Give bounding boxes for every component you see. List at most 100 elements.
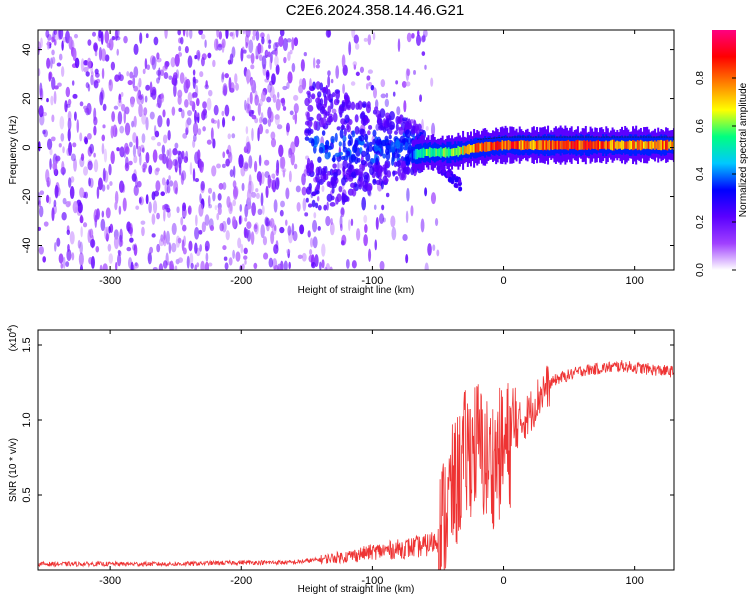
spectrogram-cell xyxy=(293,163,298,170)
spectrogram-cell xyxy=(195,84,199,99)
spectrogram-cell xyxy=(192,122,199,136)
spectrogram-cell xyxy=(180,217,184,226)
spectrogram-cell xyxy=(171,222,177,235)
spectrogram-cell xyxy=(527,136,530,138)
spectrogram-cell xyxy=(654,140,656,150)
spectrogram-cell xyxy=(463,145,466,155)
spectrogram-cell xyxy=(266,96,272,103)
spectrogram-cell xyxy=(384,98,389,108)
spectrogram-cell xyxy=(232,186,238,200)
spectrogram-cell xyxy=(163,208,166,222)
spectrogram-cell xyxy=(384,178,389,183)
spectrogram-cell xyxy=(329,266,333,270)
spectrogram-cell xyxy=(136,82,140,97)
spectrogram-cell xyxy=(595,136,598,138)
spectrogram-cell xyxy=(422,147,425,158)
spectrogram-cell xyxy=(62,256,66,269)
spectrogram-cell xyxy=(551,140,554,151)
spectrogram-cell xyxy=(380,93,386,99)
spectrogram-cell xyxy=(229,32,234,37)
spectrogram-cell xyxy=(51,162,57,170)
spectrogram-cell xyxy=(282,106,287,111)
spectrogram-cell xyxy=(132,244,136,251)
spectrogram-cell xyxy=(419,94,423,102)
spectrogram-cell xyxy=(58,143,62,148)
spectrogram-cell xyxy=(99,91,104,106)
spectrogram-cell xyxy=(550,141,552,150)
spectrogram-cell xyxy=(660,136,663,138)
spectrogram-cell xyxy=(50,57,53,69)
spectrogram-cell xyxy=(250,231,255,245)
spectrogram-cell xyxy=(509,140,511,150)
spectrogram-cell xyxy=(38,105,44,118)
colorbar-label: Normalized spectral amplitude xyxy=(738,82,749,217)
spectrogram-cell xyxy=(498,137,501,139)
spectrogram-cell xyxy=(636,140,639,151)
spectrogram-cell xyxy=(465,146,467,154)
spectrogram-cell xyxy=(149,111,155,120)
spectrogram-cell xyxy=(406,187,410,202)
spectrogram-cell xyxy=(105,207,111,219)
spectrogram-cell xyxy=(619,141,622,149)
spectrogram-cell xyxy=(213,104,219,116)
spectrogram-cell xyxy=(102,263,108,270)
spectrogram-cell xyxy=(378,124,384,131)
spectrogram-cell xyxy=(171,77,175,85)
spectrogram-cell xyxy=(118,205,122,215)
spectrogram-cell xyxy=(603,136,606,138)
spectrogram-cell xyxy=(377,117,381,125)
spectrogram-cell xyxy=(199,244,203,252)
spectrogram-cell xyxy=(529,141,532,150)
spectrogram-cell xyxy=(258,123,264,135)
spectrogram-cell xyxy=(526,140,529,150)
spectrogram-cell xyxy=(225,30,229,40)
spectrogram-cell xyxy=(39,82,43,97)
spectrogram-cell xyxy=(431,122,436,137)
spectrogram-cell xyxy=(280,97,285,104)
spectrogram-cell xyxy=(382,153,387,159)
spectrogram-cell xyxy=(329,222,335,236)
spectrogram-cell xyxy=(61,40,64,51)
spectrogram-cell xyxy=(468,143,470,155)
spectrogram-cell xyxy=(455,148,458,156)
spectrogram-cell xyxy=(421,34,426,42)
spectrogram-cell xyxy=(351,130,356,138)
spectrogram-cell xyxy=(187,55,193,68)
spectrogram-cell xyxy=(528,141,530,149)
spectrogram-cell xyxy=(340,124,346,131)
spectrogram-cell xyxy=(425,125,429,132)
spectrogram-cell xyxy=(356,228,361,241)
spectrogram-cell xyxy=(421,35,426,43)
spectrogram-cell xyxy=(170,56,176,68)
spectrogram-cell xyxy=(257,103,261,116)
spectrogram-cell xyxy=(363,214,368,224)
spectrogram-cell xyxy=(151,89,157,101)
spectrogram-cell xyxy=(397,38,401,53)
spectrogram-cell xyxy=(394,130,398,135)
spectrogram-cell xyxy=(54,161,58,176)
spectrogram-cell xyxy=(354,139,359,148)
spectrogram-cell xyxy=(58,253,64,264)
spectrogram-cell xyxy=(218,182,224,190)
spectrogram-cell xyxy=(267,118,272,127)
spectrogram-cell xyxy=(343,92,349,101)
spectrogram-cell xyxy=(571,136,574,138)
spectrogram-cell xyxy=(46,138,53,150)
spectrogram-cell xyxy=(351,171,356,178)
spectrogram-cell xyxy=(346,150,351,157)
spectrogram-cell xyxy=(87,229,92,244)
spectrogram-cell xyxy=(205,80,208,88)
spectrogram-cell xyxy=(305,197,309,203)
spectrogram-cell xyxy=(162,204,165,211)
spectrogram-cell xyxy=(90,74,94,86)
spectrogram-cell xyxy=(413,70,416,75)
spectrogram-cell xyxy=(275,41,280,48)
spectrogram-cell xyxy=(390,141,396,150)
spectrogram-cell xyxy=(331,108,337,114)
spectrogram-cell xyxy=(587,136,590,138)
spectrogram-cell xyxy=(548,139,551,151)
spectrogram-cell xyxy=(200,56,205,67)
spectrogram-cell xyxy=(92,31,96,37)
spectrogram-cell xyxy=(272,176,276,188)
spectrogram-cell xyxy=(323,173,329,181)
